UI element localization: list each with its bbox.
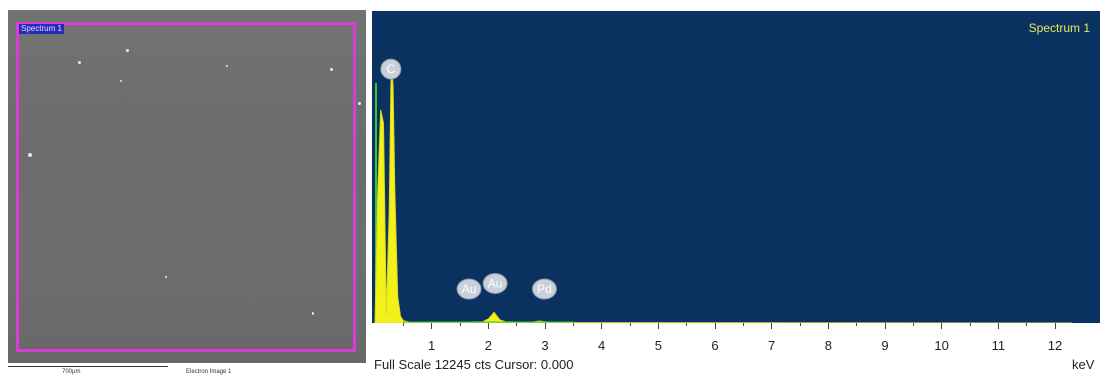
electron-image-caption: Electron Image 1 bbox=[186, 369, 232, 375]
x-tick-label: 1 bbox=[428, 338, 436, 353]
x-minor-tick bbox=[799, 323, 801, 326]
x-tick-label: 6 bbox=[711, 338, 719, 353]
x-tick-mark bbox=[601, 323, 603, 329]
scale-bar-label: 700µm bbox=[62, 369, 81, 375]
x-minor-tick bbox=[969, 323, 971, 326]
full-scale-readout: Full Scale 12245 cts Cursor: 0.000 bbox=[374, 357, 574, 372]
x-minor-tick bbox=[742, 323, 744, 326]
x-tick-mark bbox=[714, 323, 716, 329]
particle bbox=[126, 49, 129, 52]
x-tick-label: 9 bbox=[881, 338, 889, 353]
x-minor-tick bbox=[516, 323, 518, 326]
spectrum-region-box[interactable] bbox=[16, 22, 356, 352]
x-tick-label: 5 bbox=[654, 338, 662, 353]
x-tick-mark bbox=[884, 323, 886, 329]
x-tick-mark bbox=[657, 323, 659, 329]
x-tick-label: 11 bbox=[991, 338, 1006, 353]
x-tick-mark bbox=[997, 323, 999, 329]
spectrum-plot-area[interactable]: Spectrum 1 bbox=[372, 11, 1100, 323]
x-tick-label: 12 bbox=[1047, 338, 1063, 353]
peak-label-c-0: C bbox=[380, 58, 402, 80]
particle bbox=[78, 61, 81, 64]
x-tick-label: 7 bbox=[768, 338, 776, 353]
x-minor-tick bbox=[686, 323, 688, 326]
x-axis-strip bbox=[372, 323, 1100, 376]
particle bbox=[165, 276, 167, 278]
x-tick-mark bbox=[487, 323, 489, 329]
particle bbox=[226, 65, 228, 67]
x-tick-mark bbox=[431, 323, 433, 329]
spectrum-chart: C Au Au Pd bbox=[374, 58, 1073, 323]
particle bbox=[358, 102, 361, 105]
peak-label-pd-3: Pd bbox=[531, 278, 557, 300]
scale-bar bbox=[8, 366, 168, 369]
electron-image: Spectrum 1 bbox=[8, 10, 366, 363]
x-tick-label: 4 bbox=[598, 338, 606, 353]
x-tick-mark bbox=[941, 323, 943, 329]
x-minor-tick bbox=[629, 323, 631, 326]
x-tick-label: 3 bbox=[541, 338, 549, 353]
peak-label-au-1: Au bbox=[456, 278, 482, 300]
x-minor-tick bbox=[459, 323, 461, 326]
x-tick-label: 8 bbox=[824, 338, 832, 353]
peak-label-au-2: Au bbox=[482, 272, 508, 294]
x-minor-tick bbox=[912, 323, 914, 326]
x-tick-label: 10 bbox=[934, 338, 949, 353]
x-minor-tick bbox=[1026, 323, 1028, 326]
x-minor-tick bbox=[572, 323, 574, 326]
svg-text:Au: Au bbox=[488, 276, 503, 290]
x-minor-tick bbox=[856, 323, 858, 326]
x-tick-label: 2 bbox=[484, 338, 492, 353]
x-minor-tick bbox=[402, 323, 404, 326]
particle bbox=[330, 68, 333, 71]
spectrum-title: Spectrum 1 bbox=[1028, 21, 1090, 35]
spectrum-region-label: Spectrum 1 bbox=[19, 24, 64, 34]
x-axis-unit-label: keV bbox=[1072, 357, 1095, 372]
svg-text:Au: Au bbox=[462, 282, 477, 296]
electron-image-background bbox=[8, 10, 366, 363]
svg-text:C: C bbox=[387, 62, 396, 76]
x-tick-mark bbox=[827, 323, 829, 329]
particle bbox=[312, 312, 314, 315]
x-tick-mark bbox=[1054, 323, 1056, 329]
svg-text:Pd: Pd bbox=[537, 282, 552, 296]
particle bbox=[120, 80, 122, 82]
x-tick-mark bbox=[771, 323, 773, 329]
particle bbox=[28, 153, 32, 157]
x-tick-mark bbox=[544, 323, 546, 329]
